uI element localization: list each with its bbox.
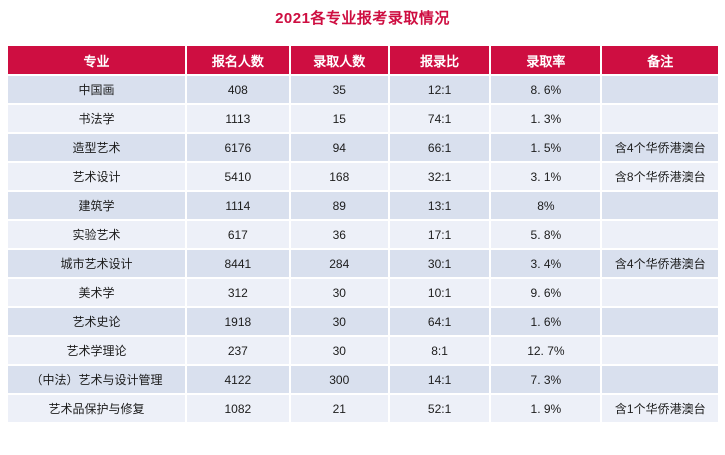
table-row: 实验艺术 617 36 17:1 5. 8%: [8, 221, 718, 248]
cell-remark: [602, 221, 718, 248]
cell-applicants: 1114: [187, 192, 289, 219]
cell-admitted: 30: [290, 337, 388, 364]
cell-remark: [602, 105, 718, 132]
table-row: 书法学 1113 15 74:1 1. 3%: [8, 105, 718, 132]
cell-ratio: 66:1: [389, 134, 490, 161]
cell-rate: 1. 9%: [491, 395, 601, 422]
table-row: 城市艺术设计 8441 284 30:1 3. 4% 含4个华侨港澳台: [8, 250, 718, 277]
cell-admitted: 36: [290, 221, 388, 248]
cell-major: 艺术设计: [8, 163, 186, 190]
column-header-admitted: 录取人数: [290, 46, 388, 74]
column-header-remark: 备注: [602, 46, 718, 74]
cell-admitted: 284: [290, 250, 388, 277]
cell-admitted: 300: [290, 366, 388, 393]
cell-remark: 含1个华侨港澳台: [602, 395, 718, 422]
cell-rate: 1. 6%: [491, 308, 601, 335]
cell-major: 造型艺术: [8, 134, 186, 161]
cell-admitted: 168: [290, 163, 388, 190]
admissions-table: 专业 报名人数 录取人数 报录比 录取率 备注 中国画 408 35 12:1 8. 6% 书法学 1…: [6, 44, 720, 424]
cell-applicants: 1113: [187, 105, 289, 132]
cell-rate: 5. 8%: [491, 221, 601, 248]
cell-applicants: 5410: [187, 163, 289, 190]
table-row: （中法）艺术与设计管理 4122 300 14:1 7. 3%: [8, 366, 718, 393]
cell-remark: 含8个华侨港澳台: [602, 163, 718, 190]
cell-admitted: 21: [290, 395, 388, 422]
cell-admitted: 94: [290, 134, 388, 161]
cell-ratio: 8:1: [389, 337, 490, 364]
cell-major: 实验艺术: [8, 221, 186, 248]
column-header-rate: 录取率: [491, 46, 601, 74]
cell-remark: 含4个华侨港澳台: [602, 250, 718, 277]
cell-major: 城市艺术设计: [8, 250, 186, 277]
cell-rate: 8%: [491, 192, 601, 219]
cell-remark: [602, 192, 718, 219]
cell-ratio: 14:1: [389, 366, 490, 393]
cell-admitted: 30: [290, 279, 388, 306]
cell-ratio: 32:1: [389, 163, 490, 190]
table-row: 艺术品保护与修复 1082 21 52:1 1. 9% 含1个华侨港澳台: [8, 395, 718, 422]
table-row: 中国画 408 35 12:1 8. 6%: [8, 76, 718, 103]
table-row: 建筑学 1114 89 13:1 8%: [8, 192, 718, 219]
cell-major: （中法）艺术与设计管理: [8, 366, 186, 393]
cell-rate: 3. 4%: [491, 250, 601, 277]
cell-rate: 1. 5%: [491, 134, 601, 161]
cell-admitted: 35: [290, 76, 388, 103]
cell-rate: 9. 6%: [491, 279, 601, 306]
cell-applicants: 1082: [187, 395, 289, 422]
cell-ratio: 17:1: [389, 221, 490, 248]
cell-rate: 3. 1%: [491, 163, 601, 190]
cell-applicants: 237: [187, 337, 289, 364]
cell-major: 艺术史论: [8, 308, 186, 335]
cell-ratio: 64:1: [389, 308, 490, 335]
table-body: 中国画 408 35 12:1 8. 6% 书法学 1113 15 74:1 1. 3% 造型艺术 6…: [8, 76, 718, 422]
page-title: 2021各专业报考录取情况: [275, 10, 450, 27]
table-row: 美术学 312 30 10:1 9. 6%: [8, 279, 718, 306]
cell-rate: 12. 7%: [491, 337, 601, 364]
column-header-applicants: 报名人数: [187, 46, 289, 74]
table-header: 专业 报名人数 录取人数 报录比 录取率 备注: [8, 46, 718, 74]
cell-remark: 含4个华侨港澳台: [602, 134, 718, 161]
cell-rate: 7. 3%: [491, 366, 601, 393]
cell-major: 美术学: [8, 279, 186, 306]
table-row: 造型艺术 6176 94 66:1 1. 5% 含4个华侨港澳台: [8, 134, 718, 161]
table-row: 艺术学理论 237 30 8:1 12. 7%: [8, 337, 718, 364]
cell-admitted: 30: [290, 308, 388, 335]
cell-rate: 1. 3%: [491, 105, 601, 132]
cell-applicants: 4122: [187, 366, 289, 393]
cell-admitted: 15: [290, 105, 388, 132]
cell-ratio: 52:1: [389, 395, 490, 422]
cell-remark: [602, 279, 718, 306]
table-row: 艺术史论 1918 30 64:1 1. 6%: [8, 308, 718, 335]
cell-major: 书法学: [8, 105, 186, 132]
cell-major: 中国画: [8, 76, 186, 103]
cell-applicants: 312: [187, 279, 289, 306]
cell-major: 艺术品保护与修复: [8, 395, 186, 422]
column-header-ratio: 报录比: [389, 46, 490, 74]
table-row: 艺术设计 5410 168 32:1 3. 1% 含8个华侨港澳台: [8, 163, 718, 190]
cell-ratio: 10:1: [389, 279, 490, 306]
cell-remark: [602, 366, 718, 393]
cell-applicants: 1918: [187, 308, 289, 335]
cell-ratio: 12:1: [389, 76, 490, 103]
cell-ratio: 30:1: [389, 250, 490, 277]
cell-major: 艺术学理论: [8, 337, 186, 364]
cell-applicants: 8441: [187, 250, 289, 277]
cell-ratio: 74:1: [389, 105, 490, 132]
cell-remark: [602, 337, 718, 364]
table-header-row: 专业 报名人数 录取人数 报录比 录取率 备注: [8, 46, 718, 74]
cell-applicants: 408: [187, 76, 289, 103]
cell-applicants: 617: [187, 221, 289, 248]
cell-major: 建筑学: [8, 192, 186, 219]
cell-remark: [602, 308, 718, 335]
cell-applicants: 6176: [187, 134, 289, 161]
cell-ratio: 13:1: [389, 192, 490, 219]
cell-remark: [602, 76, 718, 103]
cell-admitted: 89: [290, 192, 388, 219]
cell-rate: 8. 6%: [491, 76, 601, 103]
column-header-major: 专业: [8, 46, 186, 74]
